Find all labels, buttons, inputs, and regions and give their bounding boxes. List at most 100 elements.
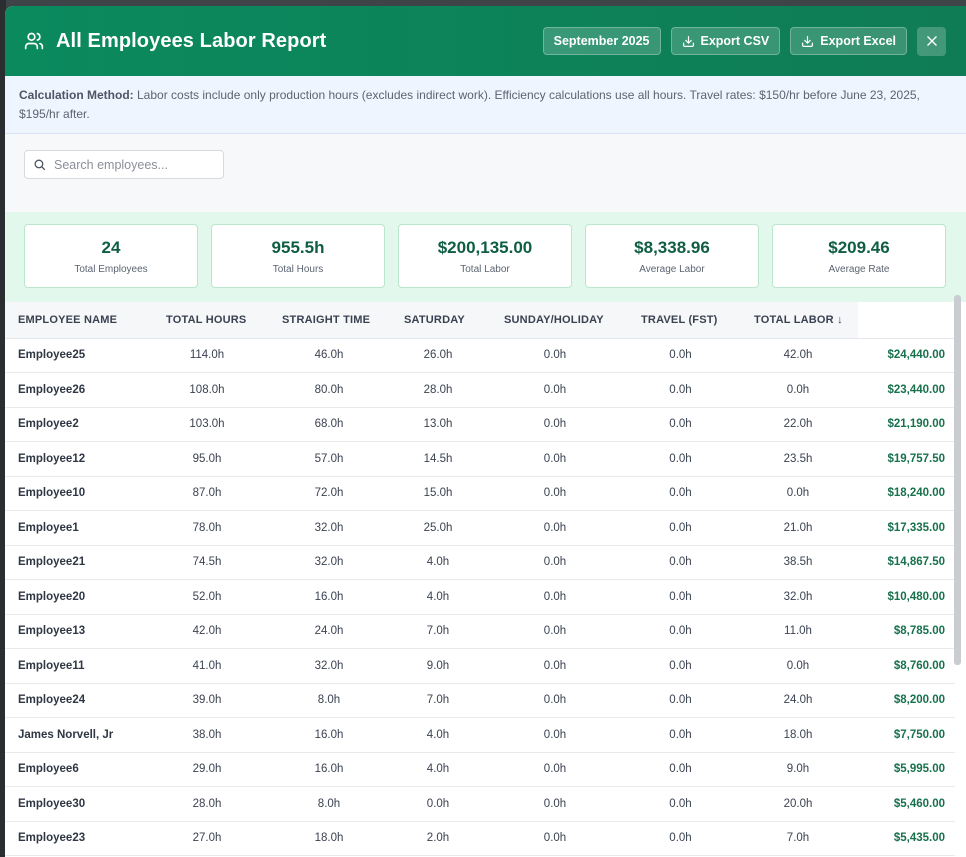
table-row[interactable]: Employee11 41.0h 32.0h 9.0h 0.0h 0.0h 0.0h $8,7… — [5, 648, 955, 684]
download-icon — [682, 35, 694, 47]
travel-hours: 0.0h — [623, 372, 738, 408]
month-selector-button[interactable]: September 2025 — [542, 27, 661, 55]
month-label: September 2025 — [553, 34, 650, 48]
straight-time: 18.0h — [269, 821, 389, 856]
total-hours: 39.0h — [145, 683, 269, 718]
column-header-employee-name[interactable]: EMPLOYEE NAME — [5, 302, 145, 339]
straight-time: 72.0h — [269, 476, 389, 511]
table-row[interactable]: Employee30 28.0h 8.0h 0.0h 0.0h 0.0h 20.0h $5,4… — [5, 786, 955, 822]
stat-value: $209.46 — [828, 237, 890, 257]
total-hours: 42.0h — [145, 614, 269, 649]
total-labor: $21,190.00 — [858, 407, 955, 442]
extra-hours: 38.5h — [738, 545, 858, 580]
saturday-hours: 9.0h — [389, 648, 487, 684]
page-title: All Employees Labor Report — [56, 29, 327, 52]
stat-card-average-rate: $209.46 Average Rate — [772, 224, 946, 288]
table-row[interactable]: Employee20 52.0h 16.0h 4.0h 0.0h 0.0h 32.0h $10… — [5, 579, 955, 615]
straight-time: 16.0h — [269, 579, 389, 615]
table-row[interactable]: Employee6 29.0h 16.0h 4.0h 0.0h 0.0h 9.0h $5,99… — [5, 752, 955, 787]
travel-hours: 0.0h — [623, 717, 738, 753]
saturday-hours: 4.0h — [389, 752, 487, 787]
note-text: Labor costs include only production hour… — [19, 88, 920, 121]
total-labor: $10,480.00 — [858, 579, 955, 615]
travel-hours: 0.0h — [623, 579, 738, 615]
extra-hours: 11.0h — [738, 614, 858, 649]
table-row[interactable]: Employee21 74.5h 32.0h 4.0h 0.0h 0.0h 38.5h $14… — [5, 545, 955, 580]
sunday-holiday-hours: 0.0h — [487, 786, 623, 822]
export-csv-button[interactable]: Export CSV — [670, 27, 781, 55]
total-hours: 74.5h — [145, 545, 269, 580]
total-labor: $14,867.50 — [858, 545, 955, 580]
total-hours: 27.0h — [145, 821, 269, 856]
extra-hours: 24.0h — [738, 683, 858, 718]
column-header-total-hours[interactable]: TOTAL HOURS — [145, 302, 269, 339]
travel-hours: 0.0h — [623, 407, 738, 442]
column-header-sunday-holiday[interactable]: SUNDAY/HOLIDAY — [487, 302, 623, 339]
total-labor: $5,460.00 — [858, 786, 955, 822]
straight-time: 46.0h — [269, 338, 389, 373]
straight-time: 8.0h — [269, 786, 389, 822]
travel-hours: 0.0h — [623, 683, 738, 718]
travel-hours: 0.0h — [623, 545, 738, 580]
employee-name: Employee20 — [5, 579, 145, 615]
sunday-holiday-hours: 0.0h — [487, 821, 623, 856]
table-row[interactable]: Employee1 78.0h 32.0h 25.0h 0.0h 0.0h 21.0h $17… — [5, 510, 955, 546]
table-row[interactable]: Employee10 87.0h 72.0h 15.0h 0.0h 0.0h 0.0h $18… — [5, 476, 955, 511]
straight-time: 32.0h — [269, 510, 389, 546]
extra-hours: 42.0h — [738, 338, 858, 373]
export-excel-button[interactable]: Export Excel — [790, 27, 907, 55]
employee-name: Employee13 — [5, 614, 145, 649]
employee-name: Employee1 — [5, 510, 145, 546]
table-row[interactable]: Employee24 39.0h 8.0h 7.0h 0.0h 0.0h 24.0h $8,2… — [5, 683, 955, 718]
straight-time: 32.0h — [269, 545, 389, 580]
column-header-total-labor[interactable]: TOTAL LABOR ↓ — [738, 302, 858, 339]
saturday-hours: 0.0h — [389, 786, 487, 822]
users-icon — [24, 30, 46, 52]
table-row[interactable]: Employee26 108.0h 80.0h 28.0h 0.0h 0.0h 0.0h $2… — [5, 372, 955, 408]
total-hours: 52.0h — [145, 579, 269, 615]
total-hours: 95.0h — [145, 441, 269, 477]
straight-time: 57.0h — [269, 441, 389, 477]
stat-value: 24 — [101, 237, 121, 257]
table-row[interactable]: Employee12 95.0h 57.0h 14.5h 0.0h 0.0h 23.5h $1… — [5, 441, 955, 477]
total-labor: $5,995.00 — [858, 752, 955, 787]
travel-hours: 0.0h — [623, 821, 738, 856]
employee-name: Employee6 — [5, 752, 145, 787]
saturday-hours: 25.0h — [389, 510, 487, 546]
straight-time: 80.0h — [269, 372, 389, 408]
table-row[interactable]: Employee23 27.0h 18.0h 2.0h 0.0h 0.0h 7.0h $5,4… — [5, 821, 955, 856]
column-header-saturday[interactable]: SATURDAY — [389, 302, 487, 339]
download-icon — [802, 35, 814, 47]
straight-time: 24.0h — [269, 614, 389, 649]
total-hours: 87.0h — [145, 476, 269, 511]
column-header-straight-time[interactable]: STRAIGHT TIME — [269, 302, 389, 339]
stat-label: Total Employees — [74, 263, 148, 275]
table-row[interactable]: Employee25 114.0h 46.0h 26.0h 0.0h 0.0h 42.0h $… — [5, 338, 955, 373]
table-header-row: EMPLOYEE NAME TOTAL HOURS STRAIGHT TIME … — [5, 302, 955, 339]
search-icon — [34, 159, 46, 171]
travel-hours: 0.0h — [623, 648, 738, 684]
stat-label: Total Labor — [460, 263, 510, 275]
saturday-hours: 28.0h — [389, 372, 487, 408]
table-row[interactable]: James Norvell, Jr 38.0h 16.0h 4.0h 0.0h 0.0h 1… — [5, 717, 955, 753]
column-header-travel[interactable]: TRAVEL (FST) — [623, 302, 738, 339]
total-labor: $8,200.00 — [858, 683, 955, 718]
table-row[interactable]: Employee2 103.0h 68.0h 13.0h 0.0h 0.0h 22.0h $2… — [5, 407, 955, 442]
saturday-hours: 4.0h — [389, 717, 487, 753]
travel-hours: 0.0h — [623, 752, 738, 787]
employee-name: Employee30 — [5, 786, 145, 822]
close-button[interactable] — [917, 26, 946, 56]
search-input[interactable]: Search employees... — [24, 150, 224, 179]
stat-value: $8,338.96 — [634, 237, 710, 257]
table-row[interactable]: Employee13 42.0h 24.0h 7.0h 0.0h 0.0h 11.0h $8,… — [5, 614, 955, 649]
extra-hours: 0.0h — [738, 648, 858, 684]
sunday-holiday-hours: 0.0h — [487, 476, 623, 511]
total-labor: $18,240.00 — [858, 476, 955, 511]
employee-name: Employee23 — [5, 821, 145, 856]
travel-hours: 0.0h — [623, 786, 738, 822]
calculation-method-note: Calculation Method: Labor costs include … — [5, 76, 966, 134]
travel-hours: 0.0h — [623, 510, 738, 546]
table-scrollbar[interactable] — [954, 295, 961, 665]
extra-hours: 22.0h — [738, 407, 858, 442]
employee-name: James Norvell, Jr — [5, 717, 145, 753]
